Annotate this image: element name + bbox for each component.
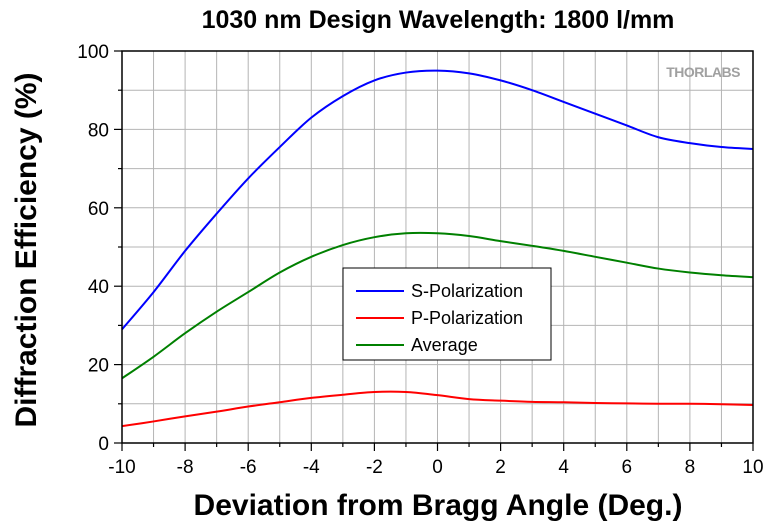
- x-tick-label: 4: [558, 457, 569, 478]
- x-tick-label: -10: [108, 457, 135, 478]
- x-tick-label: 6: [622, 457, 633, 478]
- legend-label: S-Polarization: [411, 281, 523, 301]
- y-tick-label: 40: [88, 277, 109, 298]
- y-tick-label: 0: [98, 434, 109, 455]
- x-tick-label: -8: [177, 457, 194, 478]
- chart-title: 1030 nm Design Wavelength: 1800 l/mm: [202, 6, 675, 34]
- y-tick-label: 100: [77, 42, 109, 63]
- series-layer: [121, 69, 754, 428]
- series-line-p-polarization: [121, 390, 754, 428]
- thorlabs-logo: THORLABS: [666, 64, 740, 80]
- x-tick-labels: -10 -8 -6 -4 -2 0 2 4 6 8 10: [108, 457, 763, 478]
- y-tick-label: 60: [88, 199, 109, 220]
- x-tick-label: 10: [742, 457, 763, 478]
- grid: [121, 50, 754, 444]
- y-axis-title: Diffraction Efficiency (%): [10, 72, 43, 427]
- series-line-average: [121, 231, 754, 380]
- x-tick-label: -6: [240, 457, 257, 478]
- y-tick-label: 20: [88, 356, 109, 377]
- y-tick-label: 80: [88, 120, 109, 141]
- x-tick-label: 8: [685, 457, 696, 478]
- watermark-layer: THORLABS: [666, 64, 740, 80]
- x-tick-label: -2: [366, 457, 383, 478]
- legend: S-Polarization P-Polarization Average: [342, 267, 552, 361]
- x-tick-label: -4: [303, 457, 320, 478]
- legend-items: S-Polarization P-Polarization Average: [356, 281, 523, 355]
- series-line-s-polarization: [121, 69, 754, 330]
- legend-label: Average: [411, 335, 478, 355]
- x-axis-title: Deviation from Bragg Angle (Deg.): [194, 489, 683, 522]
- y-tick-labels: 0 20 40 60 80 100: [77, 42, 109, 455]
- legend-label: P-Polarization: [411, 308, 523, 328]
- ticks: [114, 50, 754, 451]
- x-tick-label: 0: [432, 457, 443, 478]
- x-tick-label: 2: [495, 457, 506, 478]
